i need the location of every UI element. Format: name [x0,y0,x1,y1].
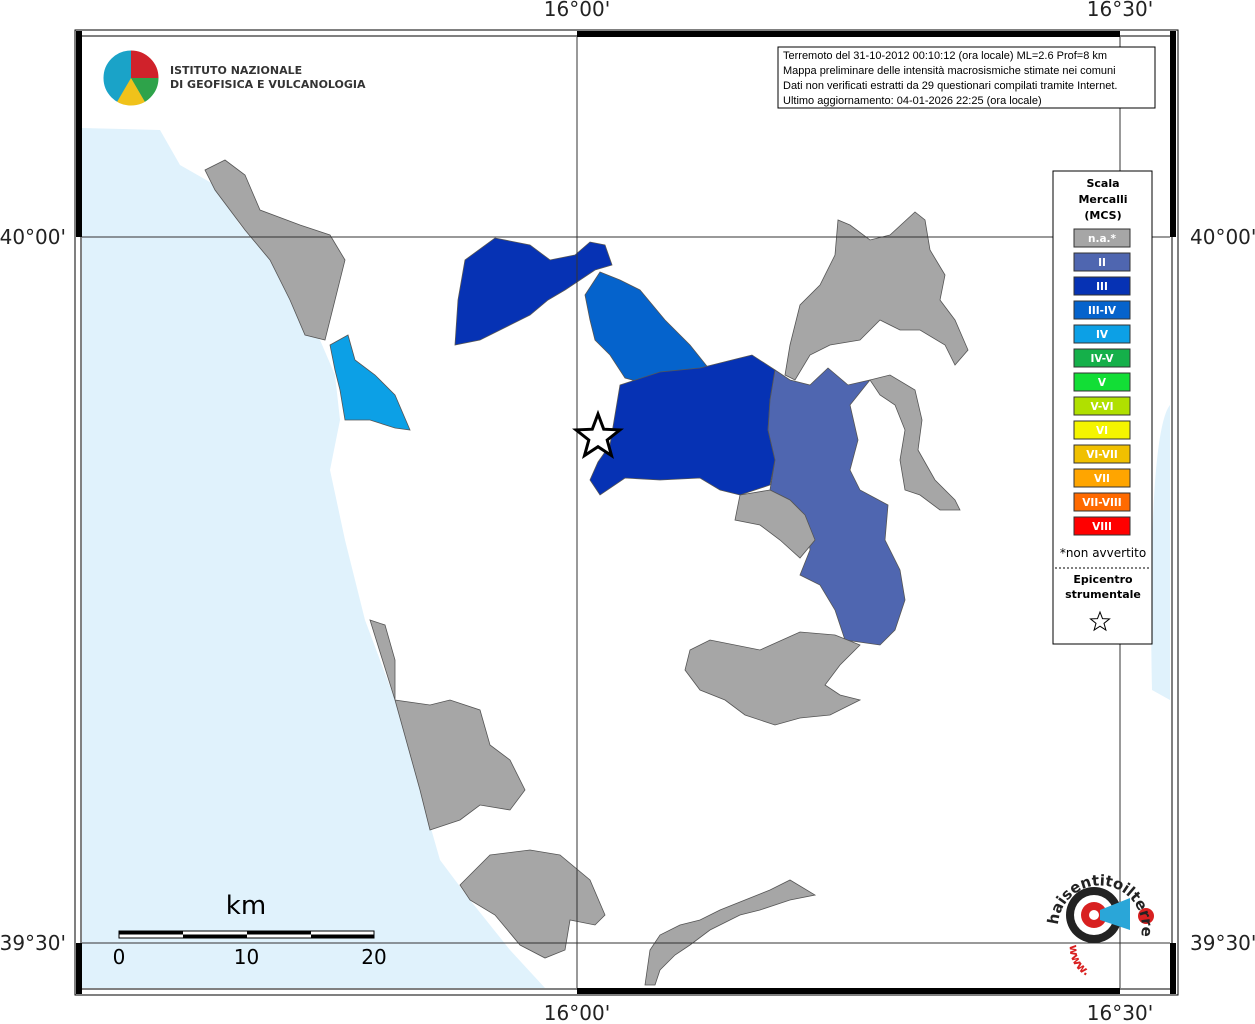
legend-label: VIII [1092,521,1112,533]
frame [74,29,1179,996]
legend-swatch [1073,372,1131,392]
info-line: Dati non verificati estratti da 29 quest… [783,80,1117,92]
region [454,237,613,346]
legend-title: Mercalli [1078,193,1127,206]
star [572,409,624,460]
legend-swatch [1073,324,1131,344]
star [1089,610,1111,632]
legend-swatch [1073,420,1131,440]
regions [204,159,969,986]
legend-note: *non avvertito [1060,546,1146,560]
legend-swatch [1073,276,1131,296]
logo-text: DI GEOFISICA E VULCANOLOGIA [170,78,366,91]
lon-label: 16°00' [544,0,610,21]
legend-swatch [1073,348,1131,368]
legend-label: VII [1094,473,1110,485]
lat-label: 40°00' [0,225,66,249]
lat-label: 40°00' [1190,225,1255,249]
info: Terremoto del 31-10-2012 00:10:12 (ora l… [783,50,1117,107]
region [329,334,411,431]
region [369,619,526,831]
logo-text: ISTITUTO NAZIONALE [170,64,302,77]
region [684,631,862,726]
legend-title: (MCS) [1084,209,1121,222]
region [784,211,969,381]
scale-tick: 20 [361,945,386,969]
legend-epicenter: Epicentro [1073,573,1133,586]
epicenter [572,409,624,460]
lat-label: 39°30' [0,931,66,955]
lon-label: 16°00' [544,1001,610,1024]
legend-epicenter: strumentale [1065,588,1141,601]
legend-label: VI-VII [1086,449,1118,461]
region [734,489,816,559]
legend-swatch [1073,252,1131,272]
legend-swatch [1073,444,1131,464]
lon-label: 16°30' [1087,0,1153,21]
legend-label: IV [1096,329,1109,341]
legend-label: IV-V [1091,353,1115,365]
region [644,879,817,986]
legend-swatch [1073,468,1131,488]
legend-label: V-VI [1091,401,1114,413]
sea [82,128,545,988]
legend-label: III-IV [1088,305,1117,317]
scale-tick: 0 [113,945,126,969]
scale-tick: 10 [234,945,259,969]
lon-label: 16°30' [1087,1001,1153,1024]
legend: ScalaMercalli(MCS)n.a.*IIIIIIII-IVIVIV-V… [1060,177,1146,632]
legend-label: n.a.* [1088,233,1117,245]
region [869,374,961,511]
legend-label: II [1098,257,1106,269]
legend-swatch [1073,228,1131,248]
lat-label: 39°30' [1190,931,1255,955]
legend-label: VI [1096,425,1108,437]
legend-swatch [1073,396,1131,416]
scale-unit: km [226,891,266,921]
sea [1151,405,1170,700]
region [204,159,346,341]
legend-swatch [1073,300,1131,320]
legend-label: V [1098,377,1107,389]
ingv-logo: ISTITUTO NAZIONALE DI GEOFISICA E VULCAN… [102,49,366,107]
legend-label: III [1096,281,1108,293]
info-box [777,46,1156,109]
legend-title: Scala [1086,177,1119,190]
legend-label: VII-VIII [1082,497,1121,509]
legend-swatch [1073,516,1131,536]
scale-bar: km 0 10 20 [113,891,387,969]
info-line: Terremoto del 31-10-2012 00:10:12 (ora l… [783,50,1107,62]
region [459,849,606,959]
info-line: Ultimo aggiornamento: 04-01-2026 22:25 (… [783,95,1042,107]
info-line: Mappa preliminare delle intensità macros… [783,65,1116,77]
legend-swatch [1073,492,1131,512]
